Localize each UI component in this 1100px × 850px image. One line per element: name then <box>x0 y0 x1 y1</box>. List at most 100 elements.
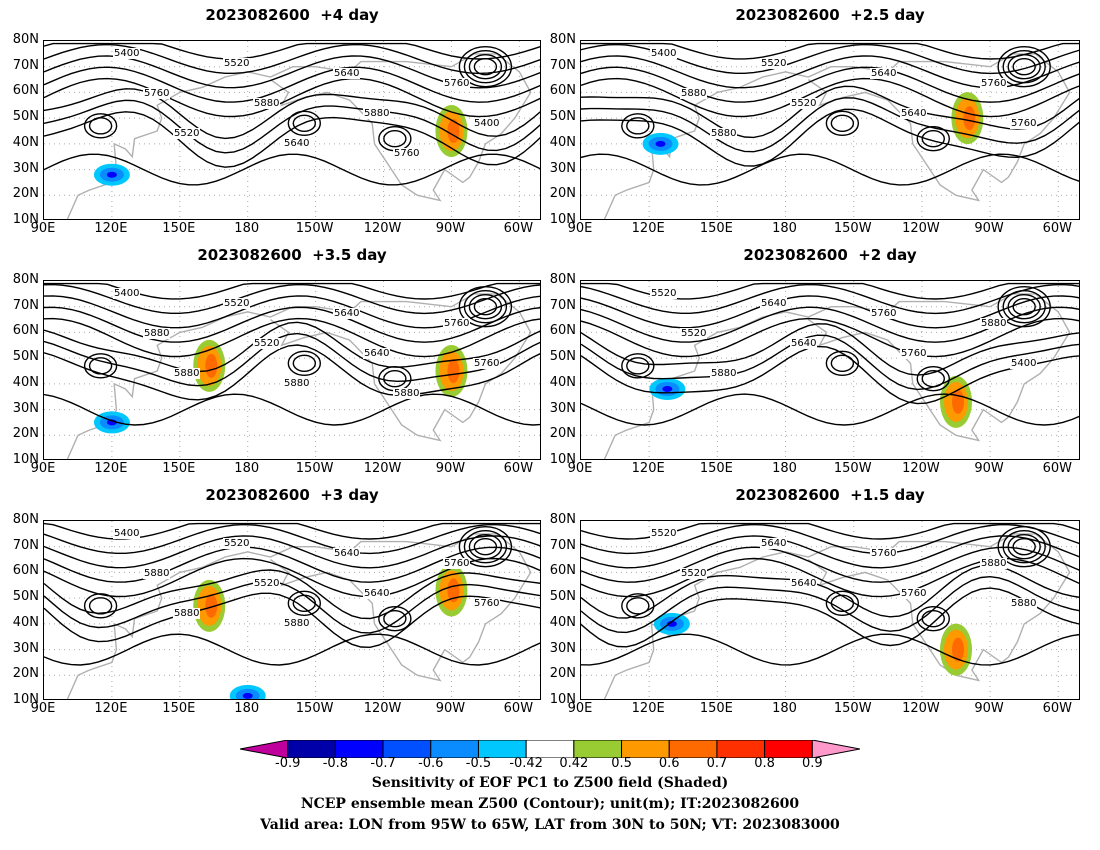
contour-label: 5520 <box>680 328 708 339</box>
x-tick-label: 60W <box>503 461 534 476</box>
x-tick-label: 120E <box>631 461 665 476</box>
contour-label: 5640 <box>790 578 818 589</box>
z500-closed-contour <box>473 538 498 556</box>
z500-closed-contour <box>292 594 317 612</box>
x-tick-label: 90E <box>567 221 593 236</box>
positive-sensitivity-core <box>205 593 218 618</box>
contour-label: 5400 <box>1010 358 1038 369</box>
map-plot-area <box>43 40 541 220</box>
contour-label: 5760 <box>393 148 421 159</box>
z500-closed-contour <box>1012 58 1036 76</box>
z500-closed-contour <box>825 350 860 376</box>
colorbar-tick-label: 0.5 <box>611 756 632 771</box>
y-tick-label: 30N <box>549 400 576 416</box>
z500-closed-contour <box>921 610 945 628</box>
y-tick-label: 40N <box>549 374 576 390</box>
panel-title: 2023082600 +3 day <box>205 486 379 504</box>
z500-closed-contour <box>383 610 407 628</box>
x-tick-label: 120W <box>902 461 940 476</box>
z500-closed-contour <box>458 526 513 568</box>
z500-closed-contour <box>1007 54 1041 80</box>
contour-label: 5520 <box>253 578 281 589</box>
contour-label: 5880 <box>283 378 311 389</box>
z500-closed-contour <box>1007 534 1041 560</box>
positive-sensitivity-core <box>205 353 218 378</box>
negative-sensitivity-core <box>655 140 666 147</box>
y-tick-label: 20N <box>549 666 576 682</box>
z500-contour <box>44 88 540 140</box>
z500-closed-contour <box>1012 538 1036 556</box>
z500-contour-5880 <box>44 153 540 186</box>
y-tick-label: 80N <box>549 272 576 287</box>
z500-closed-contour <box>287 350 322 376</box>
x-tick-label: 150E <box>162 461 196 476</box>
z500-contour <box>581 334 1079 391</box>
y-tick-label: 30N <box>549 160 576 176</box>
x-tick-label: 60W <box>503 701 534 716</box>
colorbar-tick-label: 0.6 <box>658 756 680 771</box>
contour-label: 5760 <box>870 308 898 319</box>
contour-label: 5520 <box>650 528 678 539</box>
colorbar-tick-label: -0.9 <box>275 756 301 771</box>
z500-contour <box>581 345 1079 405</box>
x-tick-label: 90W <box>435 221 466 236</box>
y-tick-label: 60N <box>12 83 39 99</box>
x-tick-label: 120E <box>631 701 665 716</box>
contour-label: 5400 <box>113 288 141 299</box>
colorbar-tick-label: -0.7 <box>370 756 396 771</box>
y-tick-label: 70N <box>12 57 39 73</box>
z500-closed-contour <box>916 126 950 152</box>
x-tick-label: 60W <box>1042 701 1072 716</box>
map-plot-area <box>580 40 1080 220</box>
z500-closed-contour <box>463 290 508 324</box>
contour-label: 5640 <box>760 538 788 549</box>
y-tick-label: 50N <box>549 589 576 605</box>
z500-closed-contour <box>1012 298 1036 316</box>
z500-contour <box>581 535 1079 569</box>
z500-contour <box>581 42 1079 60</box>
x-tick-label: 120W <box>902 701 940 716</box>
z500-contour-5880 <box>44 393 540 426</box>
x-tick-label: 120W <box>363 461 402 476</box>
contour-label: 5520 <box>680 568 708 579</box>
x-tick-label: 90W <box>974 461 1004 476</box>
z500-closed-contour <box>468 294 503 320</box>
contour-label: 5520 <box>173 128 201 139</box>
z500-contour <box>44 344 540 401</box>
negative-sensitivity-core <box>106 171 117 178</box>
contour-label: 5760 <box>473 598 501 609</box>
y-tick-label: 70N <box>549 57 576 73</box>
contour-label: 5520 <box>760 58 788 69</box>
contour-label: 5520 <box>223 58 251 69</box>
x-tick-label: 180 <box>772 701 797 716</box>
z500-contour <box>581 295 1079 329</box>
colorbar-tick-label: -0.8 <box>322 756 349 771</box>
colorbar-tick-label: 0.7 <box>706 756 728 771</box>
z500-contour <box>44 317 540 358</box>
z500-closed-contour <box>83 353 118 379</box>
z500-closed-contour <box>463 530 508 564</box>
z500-contour <box>581 108 1079 167</box>
contour-label: 5880 <box>1010 598 1038 609</box>
y-tick-label: 80N <box>12 32 39 47</box>
z500-contour <box>581 587 1079 648</box>
y-tick-label: 50N <box>549 109 576 125</box>
z500-closed-contour <box>473 298 498 316</box>
z500-closed-contour <box>1002 530 1046 564</box>
z500-contour <box>44 66 540 103</box>
contour-label: 5520 <box>223 298 251 309</box>
colorbar-arrow-high <box>811 740 860 758</box>
z500-contour <box>44 43 540 75</box>
contour-label: 5400 <box>113 48 141 59</box>
z500-closed-contour <box>458 46 513 88</box>
x-tick-label: 60W <box>1042 461 1072 476</box>
z500-contour <box>581 323 1079 376</box>
z500-closed-contour <box>997 46 1051 88</box>
z500-closed-contour <box>621 113 655 139</box>
x-tick-label: 150W <box>833 701 872 716</box>
map-plot-area <box>43 280 541 460</box>
x-tick-label: 180 <box>772 461 797 476</box>
z500-contour <box>581 77 1079 118</box>
x-tick-label: 150E <box>162 701 196 716</box>
y-tick-label: 40N <box>12 374 39 390</box>
